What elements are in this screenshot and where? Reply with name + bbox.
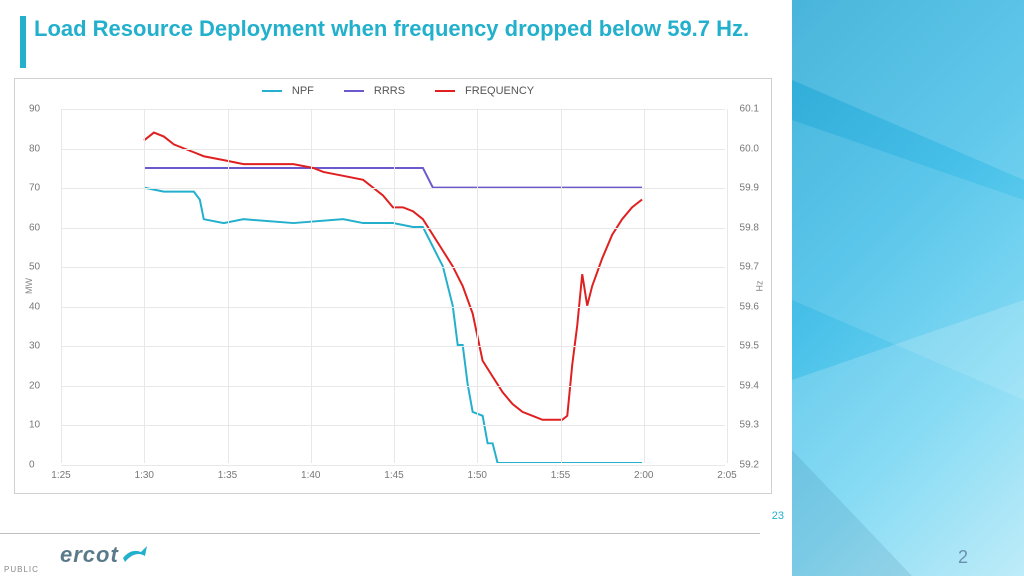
grid-line-h	[61, 149, 725, 150]
y-tick-right: 59.7	[740, 262, 759, 273]
y-tick-right: 59.2	[740, 460, 759, 471]
page-title: Load Resource Deployment when frequency …	[34, 16, 749, 42]
chart-legend: NPF RRRS FREQUENCY	[15, 85, 771, 97]
y-tick-left: 90	[29, 104, 40, 115]
grid-line-v	[61, 109, 62, 463]
sidebar-panel: Graph 4a1 – Load Resource Deployment whe…	[792, 0, 1024, 576]
chart-plot-area: 010203040506070809059.259.359.459.559.65…	[61, 109, 725, 463]
legend-swatch	[435, 90, 455, 92]
grid-line-h	[61, 228, 725, 229]
grid-line-v	[228, 109, 229, 463]
y-tick-right: 59.3	[740, 420, 759, 431]
page-number-small: 23	[772, 510, 784, 522]
grid-line-h	[61, 109, 725, 110]
title-block: Load Resource Deployment when frequency …	[20, 16, 774, 68]
title-accent-bar	[20, 16, 26, 68]
y-tick-left: 80	[29, 143, 40, 154]
y-tick-left: 30	[29, 341, 40, 352]
x-tick: 1:30	[135, 470, 154, 481]
chart-svg	[61, 109, 725, 463]
y-tick-left: 0	[29, 460, 35, 471]
y-tick-right: 59.5	[740, 341, 759, 352]
grid-line-v	[477, 109, 478, 463]
series-rrrs	[144, 168, 642, 188]
x-tick: 1:35	[218, 470, 237, 481]
logo-text: ercot	[60, 542, 119, 568]
ercot-logo: ercot	[60, 542, 149, 568]
grid-line-v	[727, 109, 728, 463]
grid-line-h	[61, 386, 725, 387]
y-tick-left: 10	[29, 420, 40, 431]
y-tick-right: 59.4	[740, 380, 759, 391]
legend-item: RRRS	[334, 85, 405, 97]
x-tick: 1:50	[468, 470, 487, 481]
public-label: PUBLIC	[4, 565, 39, 574]
y-tick-left: 60	[29, 222, 40, 233]
legend-swatch	[262, 90, 282, 92]
grid-line-v	[311, 109, 312, 463]
grid-line-h	[61, 188, 725, 189]
y-tick-left: 70	[29, 183, 40, 194]
y-tick-right: 59.6	[740, 301, 759, 312]
y-axis-left-title: MW	[24, 278, 34, 294]
x-tick: 2:05	[717, 470, 736, 481]
y-tick-right: 60.1	[740, 104, 759, 115]
footer-divider	[0, 533, 760, 534]
grid-line-h	[61, 465, 725, 466]
y-tick-left: 50	[29, 262, 40, 273]
sidebar-decoration	[792, 0, 1024, 576]
legend-item: NPF	[252, 85, 314, 97]
x-tick: 1:45	[384, 470, 403, 481]
grid-line-v	[561, 109, 562, 463]
x-tick: 1:40	[301, 470, 320, 481]
y-tick-left: 20	[29, 380, 40, 391]
logo-swoosh-icon	[121, 544, 149, 566]
x-tick: 2:00	[634, 470, 653, 481]
grid-line-h	[61, 346, 725, 347]
y-tick-right: 59.9	[740, 183, 759, 194]
grid-line-h	[61, 267, 725, 268]
series-frequency	[144, 133, 642, 420]
x-tick: 1:55	[551, 470, 570, 481]
y-axis-right-title: Hz	[755, 281, 765, 292]
grid-line-h	[61, 425, 725, 426]
y-tick-left: 40	[29, 301, 40, 312]
legend-swatch	[344, 90, 364, 92]
y-tick-right: 60.0	[740, 143, 759, 154]
chart-container: NPFRRRSFREQUENCY MW Hz 01020304050607080…	[14, 78, 772, 494]
page-number-large: 2	[958, 547, 968, 568]
series-npf	[144, 188, 642, 463]
x-tick: 1:25	[51, 470, 70, 481]
grid-line-h	[61, 307, 725, 308]
y-tick-right: 59.8	[740, 222, 759, 233]
legend-item: FREQUENCY	[425, 85, 534, 97]
grid-line-v	[644, 109, 645, 463]
grid-line-v	[144, 109, 145, 463]
grid-line-v	[394, 109, 395, 463]
